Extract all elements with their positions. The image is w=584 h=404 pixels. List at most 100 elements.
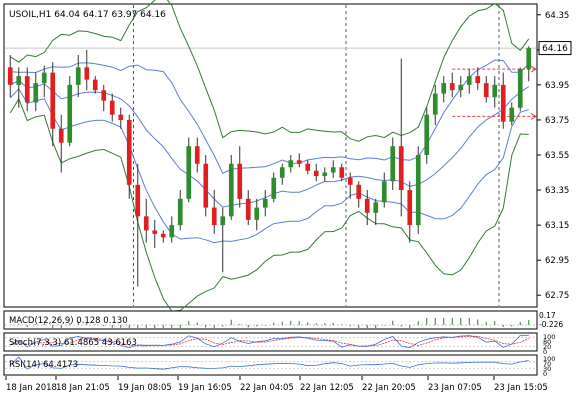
stoch-right-label-100: 100 (543, 333, 555, 341)
candle-body-12 (109, 100, 115, 115)
candle-body-60 (517, 69, 523, 108)
stoch-right-label-0: 0 (543, 348, 547, 356)
x-tick-label-3: 19 Jan 16:05 (178, 383, 232, 393)
guide-lines (452, 65, 537, 120)
candle-body-43 (373, 202, 379, 213)
candle-body-21 (186, 146, 192, 199)
candle-body-6 (58, 128, 64, 143)
candle-body-24 (211, 207, 217, 226)
rsi-right-label-70: 70 (543, 360, 551, 368)
candle-body-54 (466, 76, 472, 85)
guide-arrow-0 (530, 65, 537, 73)
rsi-right-label-30: 30 (543, 365, 551, 373)
macd-label: MACD(12,26,9) 0.128 0.130 (9, 316, 128, 326)
y-tick-label-6: 63.15 (545, 221, 569, 231)
candle-body-4 (41, 72, 47, 84)
rsi-panel-frame (3, 354, 538, 376)
candle-body-53 (458, 84, 464, 91)
candle-body-7 (67, 84, 73, 143)
y-tick-label-3: 63.75 (545, 116, 569, 126)
candle-body-55 (475, 76, 481, 84)
candle-body-49 (424, 114, 430, 155)
stoch-d-line (10, 335, 529, 347)
candle-body-19 (169, 225, 175, 238)
band-upper (10, 0, 530, 142)
band-middle (10, 79, 530, 208)
candle-body-26 (228, 163, 234, 217)
main-panel-frame (3, 3, 538, 308)
candle-body-2 (24, 76, 30, 103)
x-tick-label-4: 22 Jan 04:05 (240, 383, 294, 393)
candle-body-28 (245, 198, 251, 220)
current-price-tag: 64.16 (538, 41, 572, 56)
candle-body-13 (118, 114, 124, 120)
candle-body-58 (500, 84, 506, 122)
x-tick-label-2: 19 Jan 08:05 (118, 383, 172, 393)
stoch-label: Stoch(7,3,3) 61.4865 43.6163 (9, 338, 137, 348)
candle-body-11 (101, 90, 107, 101)
candle-body-44 (381, 181, 387, 203)
candle-body-34 (296, 160, 302, 164)
macd-right-label-bottom: -0.226 (539, 320, 563, 329)
x-tick-label-0: 18 Jan 2018 (6, 383, 57, 393)
candle-body-8 (75, 67, 81, 85)
candle-body-31 (271, 177, 277, 199)
stoch-k-line (10, 334, 529, 349)
candle-body-10 (92, 79, 98, 91)
candle-body-48 (415, 155, 421, 226)
y-tick-label-7: 62.95 (545, 256, 569, 266)
y-tick-label-5: 63.35 (545, 186, 569, 196)
candle-body-29 (254, 207, 260, 220)
candle-body-17 (152, 230, 158, 234)
macd-histogram (5, 318, 536, 328)
rsi-label: RSI(14) 64.4173 (9, 360, 78, 370)
candle-body-22 (194, 146, 200, 164)
x-tick-label-1: 18 Jan 21:05 (56, 383, 110, 393)
candle-body-46 (398, 146, 404, 191)
candle-body-40 (347, 177, 353, 185)
stoch-lines (5, 334, 536, 349)
x-tick-label-6: 22 Jan 20:05 (362, 383, 416, 393)
x-tick-label-5: 22 Jan 12:05 (300, 383, 354, 393)
candle-body-37 (322, 172, 328, 177)
band-inner-lower (9, 87, 529, 244)
candle-body-23 (203, 163, 209, 208)
current-price-label: 64.16 (542, 44, 568, 54)
band-inner-upper (10, 59, 530, 174)
bollinger-bands (9, 0, 530, 312)
stoch-right-label-20: 20 (543, 343, 551, 351)
y-tick-label-4: 63.55 (545, 151, 569, 161)
candle-body-57 (492, 84, 498, 98)
candle-body-36 (313, 170, 319, 177)
candle-body-38 (330, 167, 336, 173)
rsi-line-path (10, 356, 529, 370)
rsi-right-label-100: 100 (543, 355, 555, 363)
candles (7, 46, 532, 287)
candle-body-18 (160, 233, 166, 238)
candle-body-30 (262, 198, 268, 208)
y-tick-label-2: 63.95 (545, 81, 569, 91)
candle-body-42 (364, 198, 370, 213)
candle-body-61 (526, 48, 532, 70)
candle-body-41 (356, 184, 362, 199)
candle-body-0 (7, 67, 13, 85)
rsi-right-label-0: 0 (543, 370, 547, 378)
candle-body-47 (407, 190, 413, 226)
macd-right-label-top: 0.17 (539, 311, 556, 320)
candle-body-45 (390, 146, 396, 182)
candle-body-59 (509, 107, 515, 122)
guide-arrow-1 (530, 113, 537, 120)
candle-body-52 (449, 83, 455, 91)
band-lower (9, 97, 529, 312)
y-tick-label-0: 64.35 (545, 11, 569, 21)
candle-body-14 (126, 119, 132, 185)
candle-body-56 (483, 83, 489, 98)
candle-body-25 (220, 216, 226, 226)
candle-body-5 (50, 72, 56, 129)
x-tick-label-7: 23 Jan 07:05 (428, 383, 482, 393)
candle-body-32 (279, 167, 285, 178)
candle-body-1 (16, 76, 22, 85)
y-tick-label-8: 62.75 (545, 291, 569, 301)
